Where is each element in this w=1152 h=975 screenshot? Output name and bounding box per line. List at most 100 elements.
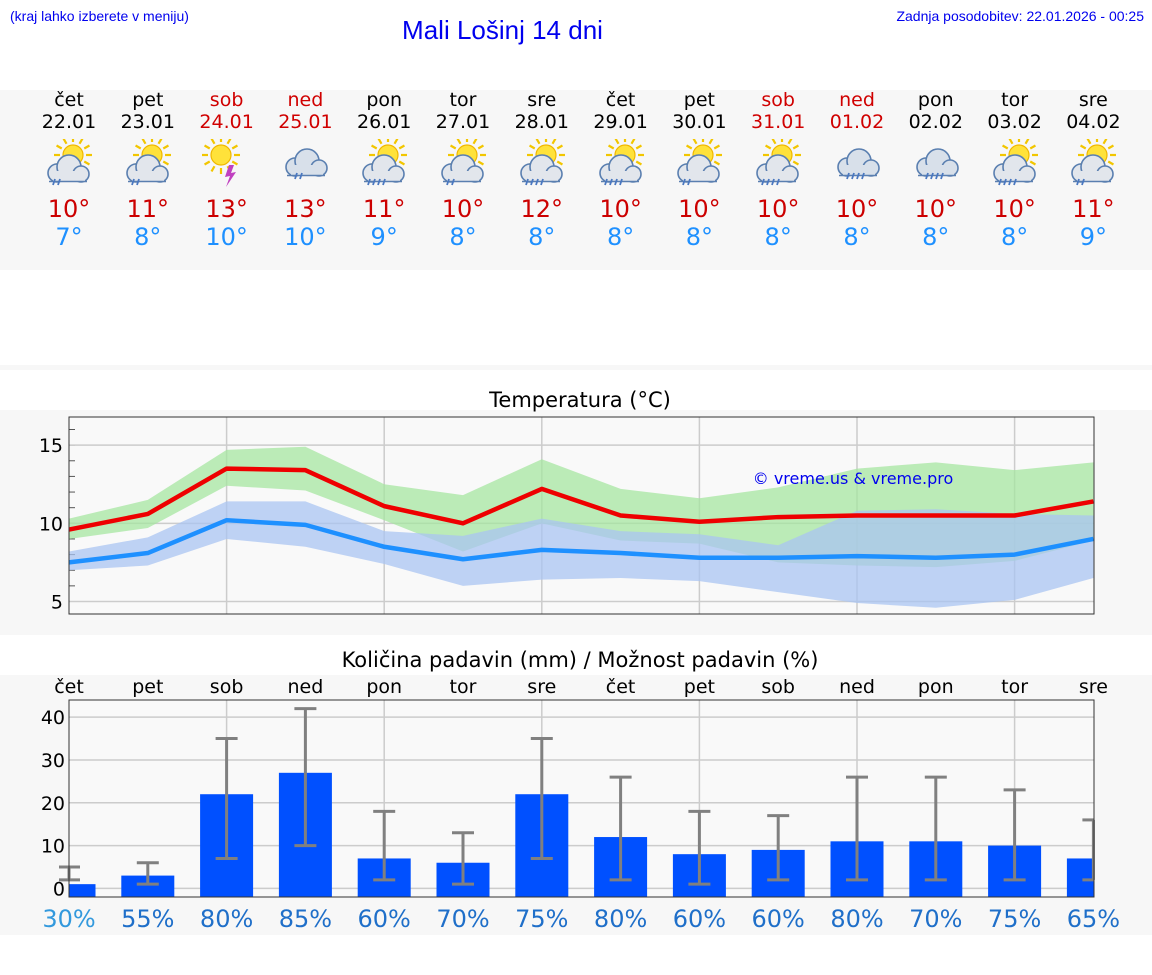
precip-chance-label: 70% (436, 905, 489, 933)
location-hint: (kraj lahko izberete v meniju) (10, 8, 189, 24)
day-date: 25.01 (278, 111, 333, 133)
sun-cloud-light-rain-icon (671, 136, 727, 193)
plot-frame (68, 416, 1095, 615)
precip-chance-label: 30% (42, 905, 95, 933)
temp-max: 11° (362, 195, 406, 223)
x-day-label: sob (761, 676, 795, 698)
day-name: pet (132, 89, 164, 111)
x-day-label: pon (366, 676, 402, 698)
temp-max: 11° (1072, 195, 1115, 223)
precip-error-bar (1003, 788, 1026, 882)
x-day-label: čet (606, 676, 636, 698)
temp-min: 8° (922, 223, 950, 251)
day-name: sre (1078, 89, 1108, 111)
x-day-label: sre (527, 676, 556, 698)
day-column: tor 27.01 10° 8° (423, 89, 503, 251)
day-column: sre 04.02 11° 9° (1053, 89, 1133, 251)
precip-chart: 0 10 20 30 40 čet pet sob ned pon tor sre čet pet sob n… (41, 676, 1120, 933)
temp-min: 9° (370, 223, 398, 251)
precip-bar (121, 875, 175, 897)
spacer-band (0, 365, 1152, 370)
day-column: pet 23.01 11° 8° (108, 89, 188, 251)
temp-min: 8° (685, 223, 714, 251)
precip-error-bar (452, 831, 474, 886)
day-date: 23.01 (120, 111, 175, 133)
temp-max: 11° (126, 195, 170, 223)
temp-max: 13° (284, 195, 327, 223)
precip-error-bar (767, 814, 790, 882)
precip-error-bar (215, 737, 238, 860)
y-tick-label: 5 (51, 591, 63, 613)
page-title: Mali Lošinj 14 dni (402, 15, 603, 45)
precip-chance-label: 55% (121, 905, 174, 933)
temp-min: 7° (55, 223, 83, 251)
temp-min: 8° (843, 223, 871, 251)
precip-chance-label: 60% (752, 905, 805, 933)
temp-min: 8° (134, 223, 162, 251)
temp-max: 10° (441, 195, 485, 223)
temp-max: 10° (993, 195, 1036, 223)
precip-bar (69, 884, 96, 897)
sun-cloud-rain-icon (987, 136, 1043, 193)
day-date: 24.01 (199, 111, 254, 133)
x-day-label: tor (450, 676, 477, 698)
precip-title: Količina padavin (mm) / Možnost padavin … (341, 648, 819, 672)
precip-bar (1066, 858, 1094, 897)
day-name: pon (917, 89, 954, 111)
day-date: 30.01 (672, 111, 727, 133)
day-column: pet 30.01 10° 8° (659, 89, 739, 251)
y-tick-label: 30 (41, 750, 65, 772)
precip-chance-label: 80% (830, 905, 883, 933)
x-day-label: pet (132, 676, 163, 698)
day-name: pon (366, 89, 403, 111)
x-day-label: pet (684, 676, 715, 698)
last-update: Zadnja posodobitev: 22.01.2026 - 00:25 (896, 8, 1144, 24)
temperature-title: Temperatura (°C) (489, 388, 671, 412)
day-name: čet (54, 89, 84, 111)
precip-chance-label: 80% (200, 905, 253, 933)
precip-chance-label: 65% (1067, 905, 1120, 933)
x-day-label: ned (288, 676, 324, 698)
sun-cloud-light-rain-icon (120, 136, 176, 193)
y-tick-label: 10 (39, 513, 63, 535)
temp-max: 10° (835, 195, 879, 223)
y-tick-label: 15 (39, 435, 63, 457)
temp-min: 10° (284, 223, 327, 251)
day-column: tor 03.02 10° 8° (975, 89, 1055, 251)
day-name: ned (839, 89, 875, 111)
day-column: čet 22.01 10° 7° (29, 89, 109, 251)
y-tick-label: 0 (53, 878, 65, 900)
precip-chance-label: 80% (594, 905, 647, 933)
sun-cloud-light-rain-icon (435, 136, 491, 193)
temperature-chart: 5 10 15 © vreme.us & vreme.pro (39, 416, 1095, 615)
precip-chance-label: 75% (515, 905, 568, 933)
y-tick-label: 10 (41, 836, 65, 858)
min-range-band (69, 501, 1094, 608)
temp-max: 13° (205, 195, 248, 223)
day-column: pon 26.01 11° 9° (344, 89, 424, 251)
sun-cloud-rain-icon (593, 136, 649, 193)
day-column: sob 24.01 13° 10° (187, 89, 267, 251)
plot-frame (68, 699, 1095, 898)
day-date: 02.02 (908, 111, 963, 133)
day-date: 29.01 (593, 111, 648, 133)
day-date: 27.01 (435, 111, 491, 133)
day-date: 01.02 (829, 111, 885, 133)
temp-min: 8° (528, 223, 556, 251)
day-date: 04.02 (1066, 111, 1121, 133)
temp-max: 10° (47, 195, 91, 223)
day-name: pet (683, 89, 715, 111)
x-day-label: sob (210, 676, 244, 698)
precip-error-bar (530, 737, 553, 860)
temp-min: 8° (1000, 223, 1029, 251)
precip-chance-label: 75% (988, 905, 1041, 933)
forecast-band (0, 90, 1152, 270)
x-day-label: tor (1001, 676, 1028, 698)
precip-error-bar (924, 775, 947, 882)
precip-error-bar (1082, 818, 1095, 882)
cloud-rain-icon (829, 139, 885, 193)
sun-cloud-rain-icon (750, 136, 806, 193)
day-column: sre 28.01 12° 8° (502, 89, 582, 251)
sun-cloud-rain-icon (356, 136, 412, 193)
x-day-label: ned (839, 676, 875, 698)
